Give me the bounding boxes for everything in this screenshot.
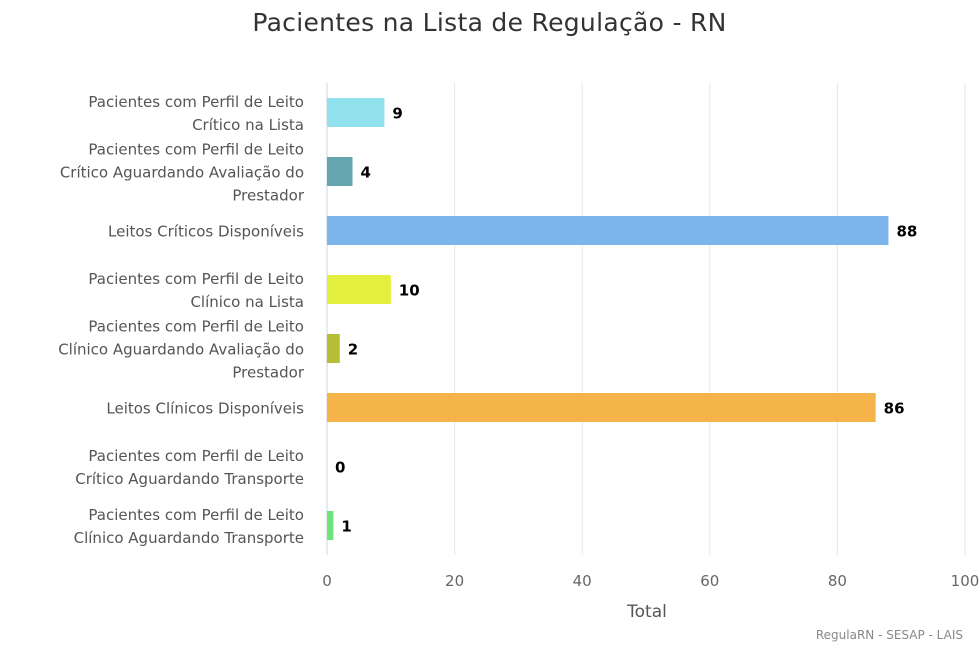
x-tick-label: 80 (828, 572, 847, 590)
x-axis-ticks: 0 20 40 60 80 100 (322, 572, 979, 590)
data-label: 86 (884, 400, 905, 418)
bar[interactable] (327, 275, 391, 304)
data-label: 2 (348, 341, 358, 359)
bar[interactable] (327, 98, 385, 127)
category-label: Leitos Clínicos Disponíveis (106, 400, 304, 418)
chart-title: Pacientes na Lista de Regulação - RN (252, 8, 727, 37)
x-tick-label: 60 (700, 572, 719, 590)
data-label: 4 (361, 164, 371, 182)
data-label: 0 (335, 459, 345, 477)
category-label: Pacientes com Perfil de Leito Clínico na … (88, 270, 304, 311)
data-label: 88 (896, 223, 917, 241)
value-labels: 9 4 88 10 2 86 0 1 (335, 105, 917, 536)
x-tick-label: 0 (322, 572, 332, 590)
x-axis-title: Total (626, 602, 667, 622)
bar[interactable] (327, 393, 876, 422)
category-label: Leitos Críticos Disponíveis (108, 223, 304, 241)
category-label: Pacientes com Perfil de Leito Crítico na … (88, 93, 304, 134)
chart-credit[interactable]: RegulaRN - SESAP - LAIS (815, 628, 963, 642)
data-label: 10 (399, 282, 420, 300)
data-label: 1 (341, 518, 351, 536)
category-label: Pacientes com Perfil de Leito Crítico Agu… (60, 141, 305, 205)
x-tick-label: 100 (951, 572, 979, 590)
bar[interactable] (327, 157, 353, 186)
bars (327, 98, 889, 540)
category-labels: Pacientes com Perfil de Leito Crítico na … (58, 93, 305, 547)
category-label: Pacientes com Perfil de Leito Crítico Agu… (75, 447, 304, 488)
bar[interactable] (327, 216, 889, 245)
category-label: Pacientes com Perfil de Leito Clínico Agu… (58, 318, 305, 382)
x-tick-label: 40 (573, 572, 592, 590)
data-label: 9 (392, 105, 402, 123)
bar[interactable] (327, 511, 334, 540)
bar[interactable] (327, 334, 340, 363)
category-label: Pacientes com Perfil de Leito Clínico Agu… (74, 506, 304, 547)
x-tick-label: 20 (445, 572, 464, 590)
grid-lines (326, 83, 966, 555)
